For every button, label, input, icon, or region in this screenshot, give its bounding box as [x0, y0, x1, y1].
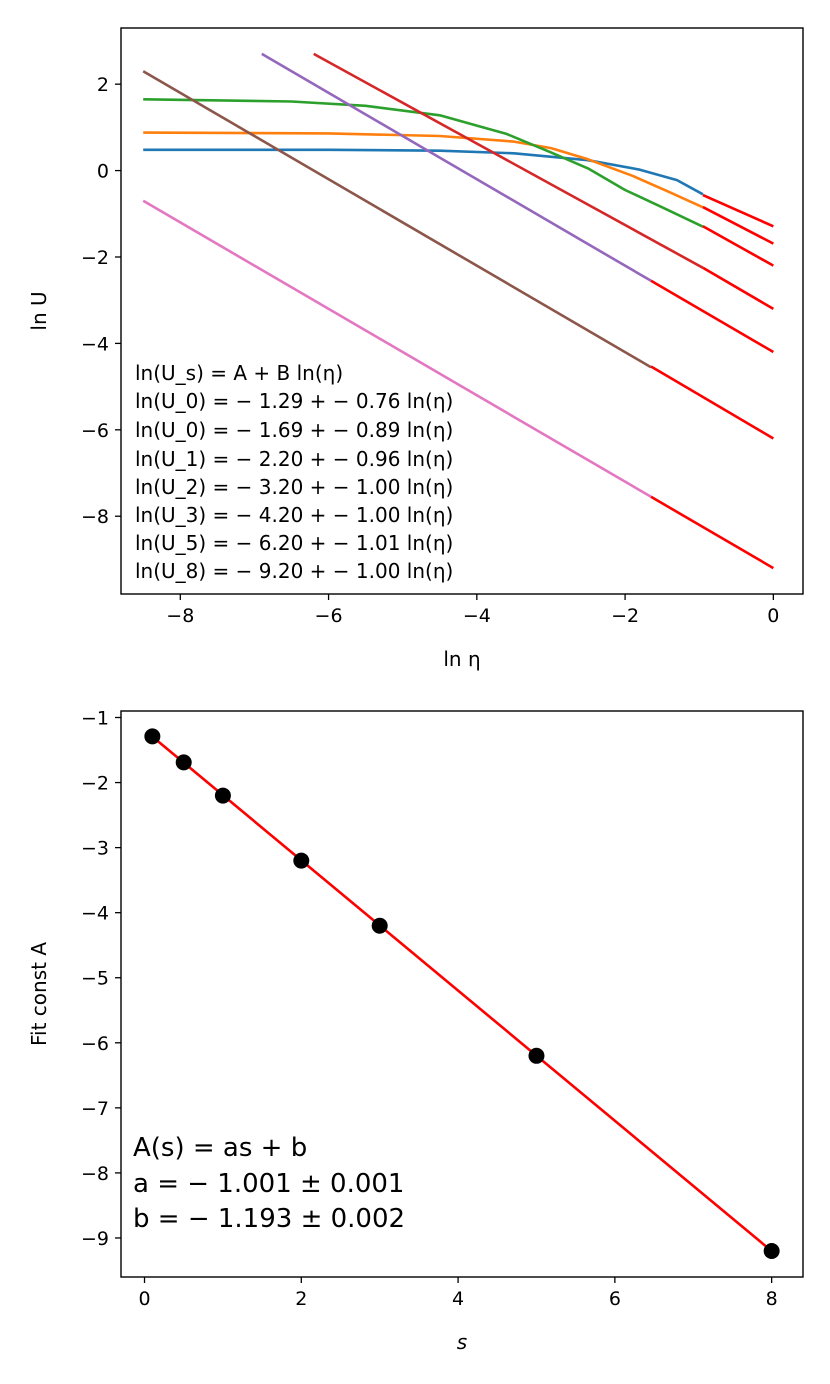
series-line	[142, 199, 652, 498]
data-point	[214, 787, 231, 804]
legend-line-formula: ln(U_s) = A + B ln(η)	[135, 361, 343, 385]
top-y-tick-label: −4	[81, 333, 109, 355]
data-point	[144, 728, 161, 745]
bottom-y-tick-label: −6	[81, 1033, 109, 1055]
top-x-tick-label: 0	[767, 605, 779, 627]
legend-line-s3: ln(U_3) = − 4.20 + − 1.00 ln(η)	[135, 503, 453, 527]
bottom-x-tick-label: 8	[766, 1288, 778, 1310]
top-y-tick-label: −8	[81, 506, 109, 528]
legend-line-s0-1: ln(U_0) = − 1.29 + − 0.76 ln(η)	[135, 389, 453, 413]
bottom-y-tick-label: −8	[81, 1163, 109, 1185]
series-line	[143, 131, 704, 209]
series-line	[142, 70, 652, 369]
bottom-y-tick-label: −7	[81, 1098, 109, 1120]
legend-line-s0-5: ln(U_0) = − 1.69 + − 0.89 ln(η)	[135, 418, 453, 442]
data-point	[293, 852, 310, 869]
top-y-axis-label: ln U	[27, 291, 51, 330]
bottom-y-tick-label: −9	[81, 1228, 109, 1250]
fit-line	[702, 205, 774, 245]
fit-line	[702, 225, 774, 267]
series-line	[143, 148, 704, 196]
fit-line	[702, 193, 774, 228]
bottom-y-tick-label: −2	[81, 773, 109, 795]
fit-line	[650, 495, 775, 570]
data-point	[763, 1242, 780, 1259]
top-axis-ticks: −8 −6 −4 −2 0 2 0 −2 −4 −6 −8	[81, 74, 779, 627]
top-y-tick-label: 2	[97, 74, 109, 96]
bottom-y-tick-label: −3	[81, 838, 109, 860]
top-y-tick-label: −2	[81, 247, 109, 269]
top-panel: −8 −6 −4 −2 0 2 0 −2 −4 −6 −8 ln(U_s) = A + B ln(η…	[27, 27, 804, 671]
annotation-b: b = − 1.193 ± 0.002	[133, 1204, 405, 1234]
bottom-axis-ticks: 0 2 4 6 8 −1 −2 −3 −4 −5 −6 −7 −8 −9	[81, 708, 778, 1310]
legend-line-s8: ln(U_8) = − 9.20 + − 1.00 ln(η)	[135, 559, 453, 583]
bottom-y-tick-label: −1	[81, 708, 109, 730]
series-line	[143, 98, 704, 228]
bottom-data-marks	[144, 728, 780, 1259]
bottom-x-axis-label: s	[457, 1330, 467, 1354]
annotation-model: A(s) = as + b	[133, 1133, 307, 1163]
series-line	[313, 52, 704, 269]
legend-line-s1: ln(U_1) = − 2.20 + − 0.96 ln(η)	[135, 447, 453, 471]
top-x-axis-label: ln η	[443, 647, 480, 671]
bottom-x-tick-label: 2	[295, 1288, 307, 1310]
bottom-fit-annotation: A(s) = as + b a = − 1.001 ± 0.001 b = − …	[133, 1133, 405, 1234]
fit-line	[650, 279, 775, 354]
bottom-y-axis-label: Fit const A	[27, 942, 51, 1046]
bottom-x-tick-label: 6	[609, 1288, 621, 1310]
data-point	[175, 754, 192, 771]
top-x-tick-label: −8	[166, 605, 194, 627]
top-x-tick-label: −6	[315, 605, 343, 627]
bottom-x-tick-label: 0	[138, 1288, 150, 1310]
top-x-tick-label: −4	[463, 605, 491, 627]
top-y-tick-label: −6	[81, 420, 109, 442]
top-x-tick-label: −2	[611, 605, 639, 627]
top-data-lines	[142, 52, 775, 570]
bottom-x-tick-label: 4	[452, 1288, 464, 1310]
bottom-plot-frame	[120, 710, 804, 1278]
annotation-a: a = − 1.001 ± 0.001	[133, 1169, 404, 1199]
fit-line	[702, 266, 775, 310]
top-plot-frame	[120, 27, 804, 595]
series-line	[261, 52, 652, 282]
data-point	[528, 1047, 545, 1064]
fit-line	[650, 365, 775, 440]
legend-line-s2: ln(U_2) = − 3.20 + − 1.00 ln(η)	[135, 475, 453, 499]
bottom-panel: 0 2 4 6 8 −1 −2 −3 −4 −5 −6 −7 −8 −9 A(s) = as + b a …	[27, 708, 804, 1354]
linear-fit-line	[151, 735, 773, 1253]
top-fit-legend: ln(U_s) = A + B ln(η) ln(U_0) = − 1.29 +…	[135, 361, 453, 583]
legend-line-s5: ln(U_5) = − 6.20 + − 1.01 ln(η)	[135, 531, 453, 555]
bottom-y-tick-label: −5	[81, 968, 109, 990]
top-y-tick-label: 0	[97, 161, 109, 183]
bottom-y-tick-label: −4	[81, 903, 109, 925]
data-point	[371, 917, 388, 934]
